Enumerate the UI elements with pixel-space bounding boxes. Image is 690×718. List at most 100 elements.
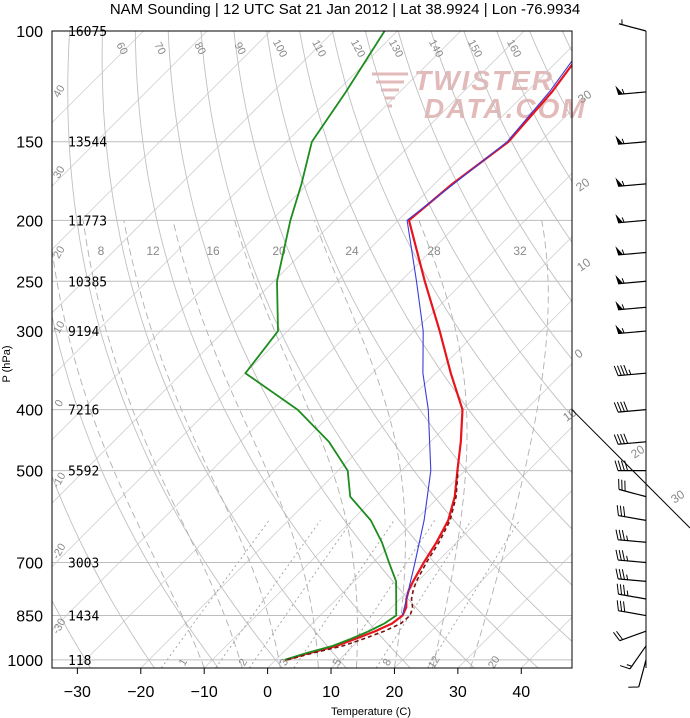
dry-adiabat-line [364, 31, 572, 417]
moist-adiabat-line [234, 220, 358, 668]
isotherm-line [52, 109, 572, 631]
virtual-temperature-line [286, 470, 459, 661]
pressure-tick-label: 1000 [7, 653, 43, 670]
isotherm-line [457, 553, 572, 668]
isotherm-line [330, 426, 572, 668]
mixing-ratio-label: 2 [237, 657, 250, 668]
dry-adiabat-line [561, 31, 572, 53]
x-tick-label: 0 [263, 684, 272, 701]
wind-barb [615, 324, 647, 335]
mixing-ratio-label: 12 [426, 654, 443, 671]
isotherm-label: 24 [345, 244, 359, 258]
x-tick-label: 10 [322, 684, 340, 701]
tornado-logo-icon [372, 72, 408, 108]
moist-adiabat-line [470, 220, 549, 668]
wind-barb [615, 135, 647, 145]
wind-barb [628, 659, 647, 688]
dry-adiabat-label: 10 [51, 319, 68, 336]
wind-barb [619, 645, 647, 670]
mixing-ratio-label: 20 [486, 654, 503, 671]
mixing-ratio-label: 5 [331, 657, 344, 668]
parcel-line [401, 60, 572, 616]
dry-adiabat-label: 60 [113, 40, 129, 56]
isotherm-label: 8 [98, 244, 105, 258]
dry-adiabat-label: 0 [53, 398, 66, 409]
wind-barb [613, 630, 647, 642]
isotherm-label: 32 [513, 244, 527, 258]
dry-adiabat-line [266, 31, 572, 586]
dry-adiabat-line [67, 31, 283, 668]
wind-barb [616, 583, 647, 600]
wind-barb [614, 460, 646, 472]
mixing-ratio-label: 1 [177, 657, 190, 668]
pressure-tick-label: 250 [16, 274, 43, 291]
mixing-ratio-line [215, 520, 321, 668]
dry-adiabat-line [52, 599, 91, 668]
wind-barb [613, 433, 647, 445]
isotherm-line [585, 31, 690, 668]
x-tick-label: 20 [386, 684, 404, 701]
x-tick-label: 40 [512, 684, 530, 701]
isotherm-line [52, 31, 335, 314]
moist-adiabat-line [52, 247, 205, 668]
dry-adiabat-line [661, 31, 690, 668]
wind-barb [615, 568, 647, 582]
mixing-ratio-label: 3 [278, 657, 291, 668]
isotherm-line [52, 31, 461, 441]
pressure-tick-label: 150 [16, 135, 43, 152]
x-axis-label: Temperature (C) [331, 706, 411, 718]
wind-barb [615, 274, 647, 285]
dry-adiabat-label: 110 [309, 38, 328, 59]
isotherm-line [52, 31, 398, 377]
pressure-tick-label: 500 [16, 464, 43, 481]
dewpoint-line [244, 31, 398, 661]
temperature-line [284, 62, 572, 661]
dry-adiabat-line [233, 31, 572, 642]
wind-barb [615, 549, 647, 564]
x-tick-label: 30 [449, 684, 467, 701]
height-labels: 16075 13544 11773 10385 9194 7216 5592 3003 1434… [68, 25, 107, 669]
isotherm-label: 16 [206, 244, 220, 258]
isotherm-line [520, 616, 572, 668]
isotherm-line [203, 299, 572, 668]
wind-barb-panel [571, 19, 690, 688]
height-label: 3003 [68, 557, 99, 572]
wind-barb [613, 364, 647, 377]
pressure-tick-label: 850 [16, 609, 43, 626]
dry-adiabat-label: 90 [231, 40, 247, 56]
isotherm-line [140, 236, 572, 668]
pressure-tick-label: 700 [16, 556, 43, 573]
dry-adiabat-line [628, 31, 690, 668]
wind-barb [616, 505, 647, 521]
moist-adiabat-label: 30 [668, 487, 687, 506]
dry-adiabat-label: 120 [348, 38, 367, 60]
dry-adiabat-line [167, 31, 475, 668]
dry-adiabat-line [496, 31, 572, 183]
dry-adiabat-line [200, 31, 539, 668]
wind-barb [615, 246, 647, 256]
pressure-tick-label: 100 [16, 24, 43, 41]
height-label: 118 [68, 654, 91, 669]
wind-barb [615, 529, 647, 543]
mixing-ratio-line [427, 520, 520, 668]
mixing-ratio-line [160, 520, 270, 668]
height-label: 1434 [68, 610, 99, 625]
dry-adiabat-label: 130 [386, 38, 405, 60]
dry-adiabat-line [299, 31, 572, 530]
dry-adiabat-line [134, 31, 411, 668]
dry-adiabat-line [101, 31, 347, 668]
dry-adiabat-label: -10 [50, 471, 68, 491]
thermo-background [52, 31, 690, 668]
x-tick-label: −30 [64, 684, 91, 701]
dry-adiabat-label: -20 [50, 542, 68, 562]
mixing-ratio-line [375, 520, 472, 668]
dry-adiabat-label: -30 [50, 617, 68, 637]
moist-adiabat-line [313, 220, 406, 668]
wind-barb [618, 19, 647, 32]
dry-adiabat-line [52, 313, 219, 668]
wind-barb [615, 177, 647, 187]
wind-barb [615, 85, 647, 95]
isotherm-line [267, 363, 572, 668]
